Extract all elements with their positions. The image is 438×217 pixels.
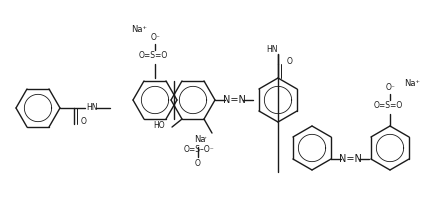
Text: O: O	[194, 159, 201, 168]
Text: HN: HN	[86, 104, 97, 112]
Text: O: O	[81, 117, 87, 127]
Text: Na: Na	[194, 135, 205, 144]
Text: N=N: N=N	[222, 95, 245, 105]
Text: ⁺: ⁺	[204, 136, 206, 141]
Text: Na⁺: Na⁺	[403, 79, 419, 89]
Text: O=S=O: O=S=O	[139, 51, 168, 61]
Text: HO: HO	[153, 121, 164, 130]
Text: Na⁺: Na⁺	[131, 26, 147, 35]
Text: O⁻: O⁻	[151, 33, 160, 43]
Text: HN: HN	[265, 44, 277, 54]
Text: N=N: N=N	[338, 154, 360, 164]
Text: O=S–O⁻: O=S–O⁻	[184, 145, 214, 154]
Text: O: O	[286, 58, 292, 66]
Text: O=S=O: O=S=O	[373, 102, 403, 110]
Text: O⁻: O⁻	[385, 84, 395, 92]
